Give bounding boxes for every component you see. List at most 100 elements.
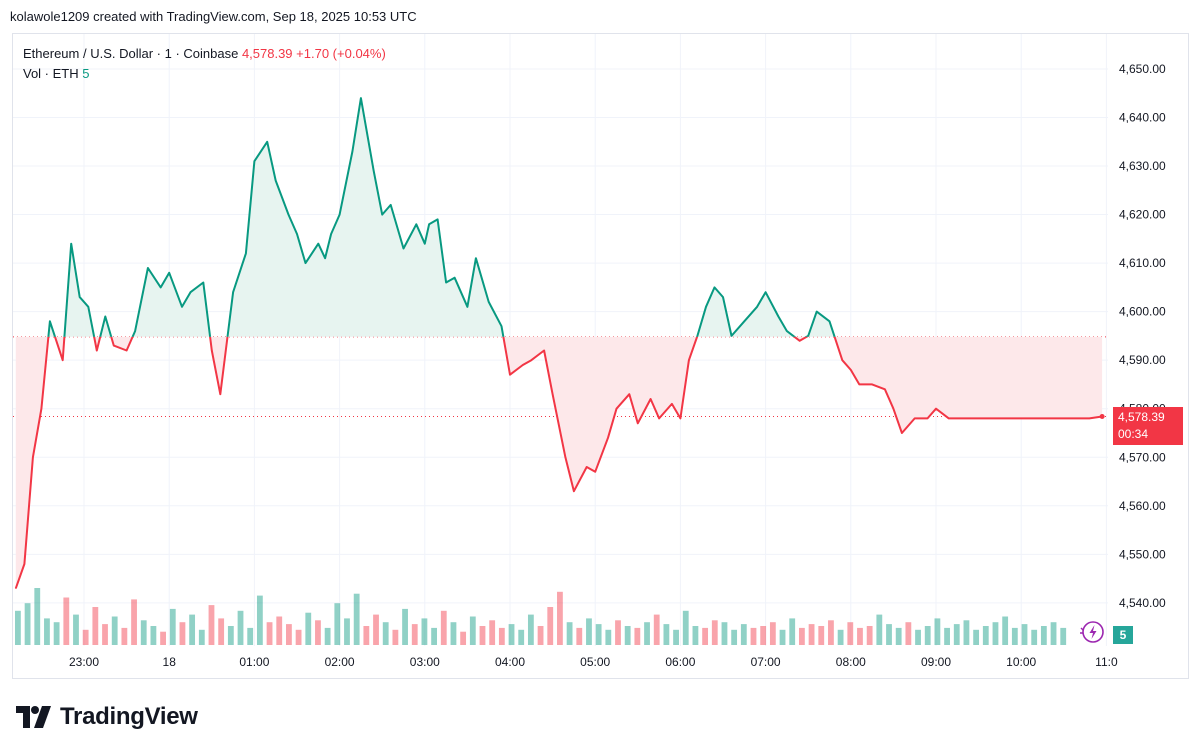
- volume-bar: [586, 618, 592, 645]
- symbol-title[interactable]: Ethereum / U.S. Dollar · 1 · Coinbase: [23, 46, 239, 61]
- price-point: [373, 170, 375, 172]
- volume-bar: [547, 607, 554, 645]
- x-tick-label: 18: [163, 655, 177, 669]
- volume-bar: [373, 614, 379, 645]
- price-point: [679, 417, 682, 420]
- price-point: [926, 417, 929, 420]
- volume-bar: [15, 610, 21, 645]
- price-point: [402, 247, 405, 250]
- y-tick-label: 4,590.00: [1119, 353, 1166, 367]
- price-point: [705, 306, 707, 308]
- volume-bar: [150, 626, 157, 645]
- price-point: [381, 213, 383, 216]
- price-point: [134, 330, 136, 332]
- volume-bar: [527, 614, 534, 645]
- volume-bar: [24, 603, 31, 645]
- volume-bar: [702, 627, 709, 645]
- volume-bar: [305, 612, 312, 645]
- volume-bar: [111, 616, 118, 645]
- price-point: [956, 417, 958, 420]
- price-point: [807, 335, 809, 337]
- price-point: [79, 296, 81, 298]
- price-point: [948, 417, 950, 420]
- price-point: [500, 325, 503, 327]
- volume-value: 5: [82, 66, 90, 81]
- price-point: [552, 393, 554, 395]
- price-point: [445, 281, 447, 284]
- price-point: [615, 408, 618, 410]
- volume-bar: [1011, 627, 1018, 645]
- y-tick-label: 4,650.00: [1119, 62, 1166, 76]
- price-point: [70, 243, 72, 245]
- volume-bar: [189, 614, 196, 645]
- volume-bar: [121, 627, 128, 645]
- price-point: [1037, 417, 1039, 420]
- chart-frame[interactable]: [12, 33, 1189, 679]
- price-point: [32, 456, 34, 458]
- lightning-icon[interactable]: [1077, 619, 1107, 645]
- price-point: [1020, 417, 1022, 420]
- price-point: [351, 150, 353, 153]
- volume-bar: [644, 622, 650, 645]
- price-point: [475, 257, 477, 259]
- price-point: [87, 306, 89, 308]
- volume-bar: [624, 626, 631, 645]
- price-point: [424, 243, 426, 245]
- price-point: [360, 97, 362, 99]
- price-point: [841, 359, 843, 361]
- volume-bar: [557, 591, 563, 645]
- price-point: [49, 320, 51, 322]
- volume-bar: [421, 618, 428, 645]
- tradingview-logo-icon: [16, 706, 51, 728]
- volume-bar: [227, 626, 234, 645]
- price-point: [113, 345, 115, 347]
- volume-bar: [73, 614, 79, 645]
- volume-bar: [363, 626, 370, 645]
- price-point: [488, 301, 490, 303]
- volume-bar: [663, 624, 670, 645]
- volume-bar: [82, 629, 89, 645]
- price-point: [62, 359, 64, 361]
- x-tick-label: 11:0: [1095, 655, 1118, 669]
- price-point: [594, 471, 596, 473]
- price-point: [266, 141, 268, 143]
- price-point: [628, 393, 630, 395]
- volume-bar: [721, 622, 728, 645]
- volume-bar: [247, 627, 254, 645]
- price-point: [211, 349, 213, 352]
- volume-bar: [760, 626, 767, 645]
- volume-bar: [131, 599, 137, 645]
- price-point: [436, 218, 439, 221]
- price-point: [1063, 417, 1065, 420]
- tradingview-logo[interactable]: TradingView: [16, 703, 198, 731]
- price-point: [1029, 417, 1031, 420]
- x-tick-label: 06:00: [665, 655, 695, 669]
- volume-bar: [847, 622, 854, 645]
- volume-bar: [353, 593, 360, 645]
- price-point: [743, 320, 745, 322]
- volume-bar: [750, 627, 757, 645]
- price-point: [696, 335, 699, 337]
- volume-label[interactable]: Vol · ETH: [23, 66, 79, 81]
- volume-bar: [1050, 622, 1057, 645]
- price-point: [777, 315, 779, 318]
- volume-bar: [63, 597, 70, 645]
- volume-bar: [431, 627, 437, 645]
- y-tick-label: 4,600.00: [1119, 305, 1166, 319]
- price-point: [1012, 417, 1014, 420]
- price-point: [317, 243, 319, 245]
- last-price-tag-value: 4,578.39: [1118, 410, 1165, 424]
- price-change: +1.70 (+0.04%): [296, 46, 386, 61]
- volume-bar: [953, 624, 960, 645]
- area-fill-down: [15, 336, 1103, 589]
- volume-bar: [973, 629, 980, 645]
- volume-bar: [440, 610, 447, 645]
- volume-bar: [682, 610, 689, 645]
- chart-caption: kolawole1209 created with TradingView.co…: [10, 9, 417, 24]
- price-point: [543, 349, 545, 352]
- price-point: [189, 291, 192, 293]
- x-tick-label: 05:00: [580, 655, 610, 669]
- price-point: [1046, 417, 1048, 420]
- volume-bar: [518, 629, 525, 645]
